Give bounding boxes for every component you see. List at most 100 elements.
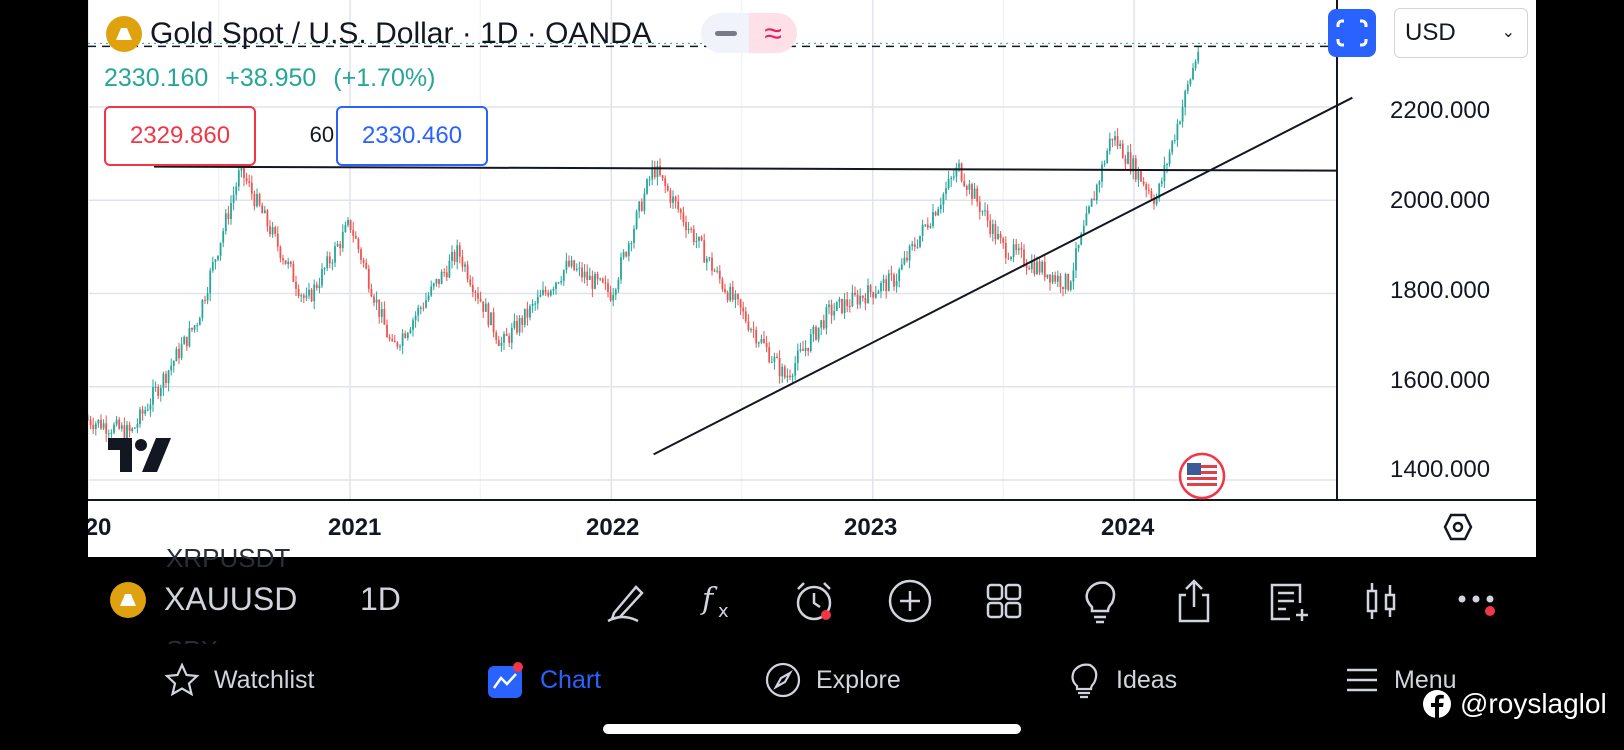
nav-label: Ideas [1116,665,1178,694]
nav-label: Menu [1394,665,1457,694]
candle-body [1124,158,1127,164]
nav-ideas[interactable]: Ideas [1066,658,1177,702]
candle-body [287,261,290,265]
alert-icon[interactable] [790,577,838,625]
candle-body [523,308,526,325]
candle-body [321,269,323,286]
candle-body [477,293,479,299]
share-icon[interactable] [1170,577,1218,625]
home-indicator[interactable] [603,724,1021,734]
candle-body [360,249,362,260]
candle-body [115,419,118,425]
candle-body [1155,198,1158,205]
candle-body [1075,248,1077,271]
candle-body [409,329,412,334]
nav-watchlist[interactable]: Watchlist [164,658,314,702]
price-change-line: 2330.160 +38.950 (+1.70%) [104,64,445,93]
candle-body [635,211,638,229]
candle-body [404,333,407,338]
more-icon[interactable] [1452,577,1500,625]
candle-body [230,202,232,219]
candles-icon[interactable] [1358,577,1406,625]
candle-body [1041,261,1044,273]
candle-body [1046,274,1049,278]
us-flag-icon[interactable] [1178,452,1226,500]
candle-body [292,263,295,282]
candle-body [510,327,513,343]
chart-area[interactable]: Gold Spot / U.S. Dollar · 1D · OANDA ≈ 2… [88,0,1536,557]
candle-body [659,166,661,176]
legend-controls[interactable]: ≈ [701,13,797,53]
interval-button[interactable]: 1D [360,581,401,617]
candle-body [193,325,196,330]
candle-body [185,336,188,347]
candle-body [617,279,620,290]
buy-button[interactable]: 2330.460 [336,106,488,166]
last-price: 2330.160 [104,64,209,92]
layouts-icon[interactable] [980,577,1028,625]
candle-body [594,274,596,289]
svg-text:x: x [718,601,729,622]
candle-body [490,312,492,326]
candle-body [1033,261,1036,274]
candle-body [326,256,329,269]
candle-body [895,280,898,287]
candle-body [789,375,791,378]
symbol-button[interactable]: XAUUSD [164,581,298,617]
candle-body [744,311,747,322]
candle-body [118,419,121,429]
candle-body [386,324,388,338]
candle-body [1069,281,1072,290]
candle-body [997,233,999,240]
candle-body [419,307,422,309]
candle-body [248,181,251,183]
nav-menu[interactable]: Menu [1344,658,1457,702]
candle-body [900,264,903,270]
candle-body [357,238,360,250]
candle-body [529,306,531,318]
nav-chart[interactable]: Chart [486,658,601,702]
indicators-icon[interactable]: f x [696,577,744,625]
add-icon[interactable] [886,577,934,625]
tradingview-app: Gold Spot / U.S. Dollar · 1D · OANDA ≈ 2… [88,0,1536,644]
candle-body [903,257,906,265]
candle-body [783,366,786,378]
candle-body [825,307,828,329]
candle-body [388,337,391,340]
chart-title[interactable]: Gold Spot / U.S. Dollar · 1D · OANDA [106,12,652,56]
candle-body [830,304,833,316]
candle-body [227,213,230,219]
candle-body [890,273,893,275]
ascending-trendline [653,96,1353,456]
candle-body [872,292,875,298]
candle-body [305,295,308,298]
draw-icon[interactable] [602,577,650,625]
nav-explore[interactable]: Explore [764,658,901,702]
currency-select[interactable]: USD ⌄ [1394,8,1528,58]
candle-body [1127,152,1129,164]
notes-icon[interactable] [1264,577,1312,625]
approx-wave-icon[interactable]: ≈ [749,13,797,53]
candle-body [646,179,648,194]
collapse-icon[interactable] [715,31,737,36]
sell-button[interactable]: 2329.860 [104,106,256,166]
candle-body [586,271,589,280]
candle-body [976,188,979,202]
ghost-symbol: XRPUSDT [166,543,291,573]
candle-body [544,289,547,293]
candle-body [1054,275,1057,282]
candle-body [516,320,518,333]
candle-body [802,349,804,351]
ideas-bulb-icon[interactable] [1076,577,1124,625]
candle-body [313,284,316,302]
candle-body [308,289,310,296]
price-chart[interactable] [88,0,1536,557]
horizontal-trendline [153,165,1338,172]
chart-settings-icon[interactable] [1443,512,1473,542]
candle-body [627,243,630,257]
fullscreen-button[interactable] [1328,9,1376,57]
candle-body [347,220,349,226]
candle-body [952,176,955,178]
x-tick-label: 2022 [586,514,640,541]
candle-body [981,211,984,213]
